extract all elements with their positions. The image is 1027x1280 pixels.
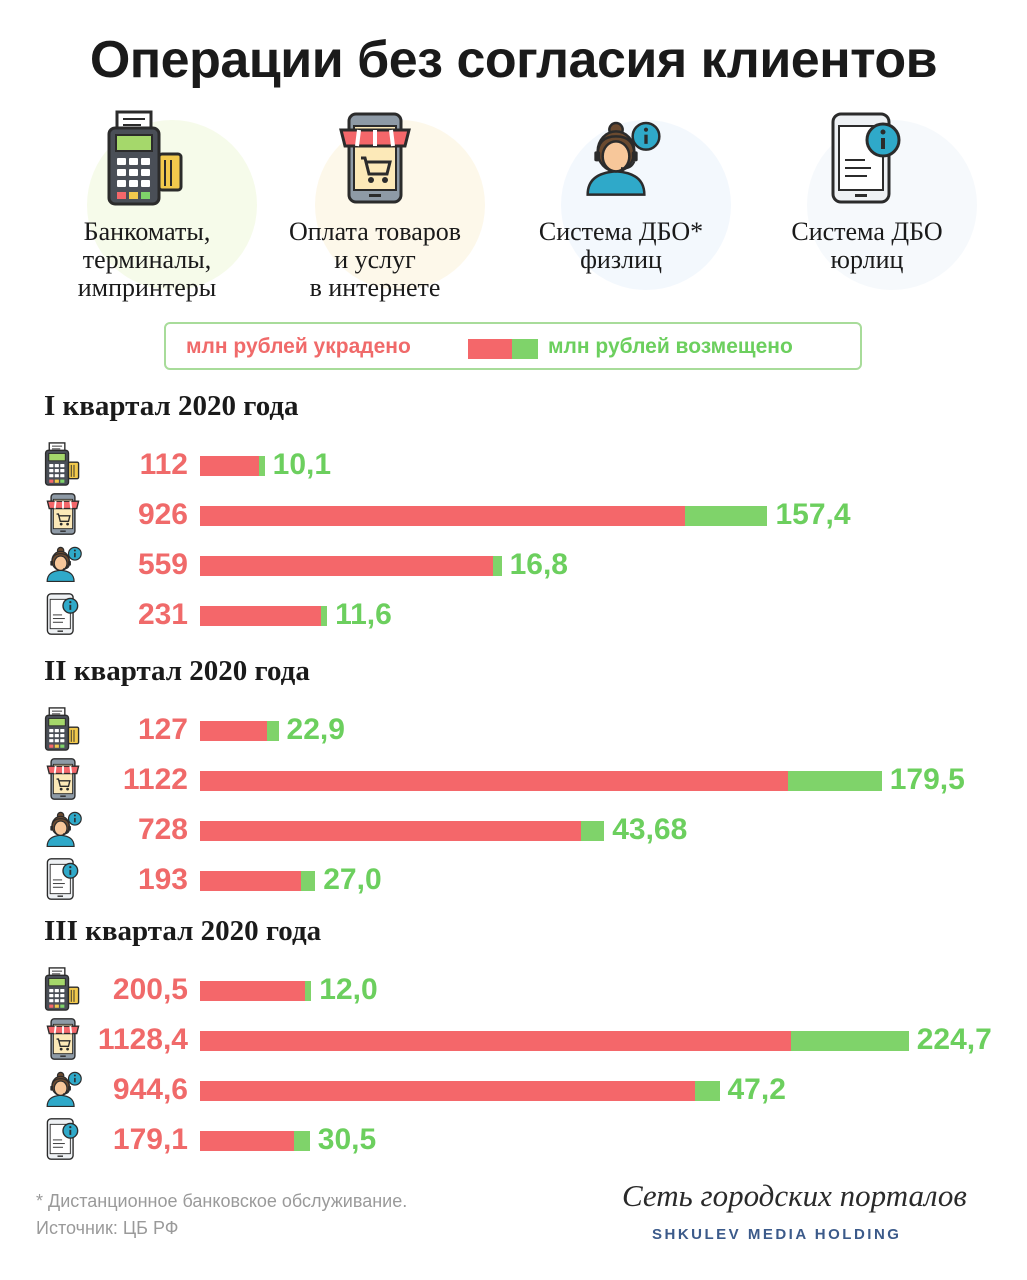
- stolen-bar: [200, 556, 493, 576]
- category-3: Система ДБО* физлиц: [506, 110, 736, 290]
- stolen-value-label: 200,5: [112, 973, 188, 1006]
- footnote-source: Источник: ЦБ РФ: [36, 1218, 179, 1238]
- page-title: Операции без согласия клиентов: [89, 31, 938, 89]
- footnote-definition: * Дистанционное банковское обслуживание.: [36, 1191, 408, 1211]
- stolen-bar: [200, 506, 686, 526]
- quarter-title: III квартал 2020 года: [44, 915, 322, 947]
- legend-refunded-label: млн рублей возмещено: [548, 335, 793, 358]
- stolen-bar: [200, 721, 267, 741]
- pos-terminal-icon: [44, 707, 82, 751]
- refunded-value-label: 11,6: [335, 598, 392, 631]
- stolen-value-label: 559: [137, 548, 188, 581]
- legend-stolen-label: млн рублей украдено: [186, 335, 411, 358]
- refunded-value-label: 43,68: [612, 813, 688, 846]
- stolen-value-label: 112: [139, 448, 188, 481]
- stolen-bar: [200, 1131, 294, 1151]
- stolen-value-label: 944,6: [112, 1073, 188, 1106]
- refunded-bar: [266, 721, 279, 741]
- legend: млн рублей украдено млн рублей возмещено: [164, 322, 862, 370]
- brand-name: Сеть городских порталов: [622, 1178, 967, 1213]
- refunded-value-label: 27,0: [323, 863, 382, 896]
- refunded-bar: [787, 771, 882, 791]
- stolen-bar: [200, 456, 259, 476]
- mobile-info-icon: [827, 110, 907, 206]
- stolen-bar: [200, 821, 582, 841]
- stolen-bar: [200, 1031, 792, 1051]
- support-operator-icon: [44, 542, 82, 586]
- pos-terminal-icon: [107, 110, 187, 206]
- refunded-bar: [305, 981, 312, 1001]
- stolen-value-label: 926: [137, 498, 188, 531]
- legend-stolen-swatch: [468, 339, 512, 359]
- refunded-value-label: 179,5: [889, 763, 965, 796]
- support-operator-icon: [44, 807, 82, 851]
- refunded-bar: [694, 1081, 720, 1101]
- refunded-value-label: 12,0: [319, 973, 378, 1006]
- category-2: Оплата товаров и услуг в интернете: [260, 110, 490, 302]
- category-1: Банкоматы, терминалы, импринтеры: [32, 110, 262, 302]
- refunded-value-label: 47,2: [727, 1073, 786, 1106]
- stolen-value-label: 728: [137, 813, 188, 846]
- refunded-bar: [301, 871, 316, 891]
- online-shop-phone-icon: [44, 1017, 82, 1061]
- support-operator-icon: [44, 1067, 82, 1111]
- category-4: Система ДБО юрлиц: [752, 110, 982, 290]
- mobile-info-icon: [44, 857, 82, 901]
- stolen-value-label: 231: [137, 598, 188, 631]
- refunded-bar: [581, 821, 605, 841]
- stolen-value-label: 1122: [122, 763, 188, 796]
- refunded-value-label: 22,9: [286, 713, 345, 746]
- mobile-info-icon: [44, 1117, 82, 1161]
- stolen-value-label: 127: [137, 713, 188, 746]
- refunded-value-label: 30,5: [317, 1123, 377, 1156]
- pos-terminal-icon: [44, 967, 82, 1011]
- category-label: Оплата товаров и услуг в интернете: [288, 217, 462, 302]
- refunded-bar: [791, 1031, 909, 1051]
- refunded-bar: [293, 1131, 310, 1151]
- stolen-bar: [200, 871, 302, 891]
- refunded-bar: [258, 456, 265, 476]
- footnote: * Дистанционное банковское обслуживание.…: [36, 1188, 407, 1242]
- quarter-title: II квартал 2020 года: [44, 655, 310, 687]
- category-label: Банкоматы, терминалы, импринтеры: [77, 217, 217, 302]
- support-operator-icon: [581, 110, 661, 206]
- category-label: Система ДБО* физлиц: [538, 217, 704, 274]
- refunded-value-label: 224,7: [916, 1023, 992, 1056]
- stolen-bar: [200, 1081, 695, 1101]
- stolen-bar: [200, 771, 788, 791]
- refunded-bar: [685, 506, 768, 526]
- refunded-bar: [320, 606, 328, 626]
- stolen-bar: [200, 981, 306, 1001]
- stolen-bar: [200, 606, 321, 626]
- refunded-value-label: 157,4: [775, 498, 851, 531]
- category-label: Система ДБО юрлиц: [791, 217, 943, 274]
- quarter-title: I квартал 2020 года: [44, 390, 299, 422]
- stolen-value-label: 193: [137, 863, 188, 896]
- pos-terminal-icon: [44, 442, 82, 486]
- online-shop-phone-icon: [335, 110, 415, 206]
- online-shop-phone-icon: [44, 492, 82, 536]
- mobile-info-icon: [44, 592, 82, 636]
- refunded-value-label: 16,8: [509, 548, 568, 581]
- stolen-value-label: 1128,4: [97, 1023, 188, 1056]
- brand-holding: SHKULEV MEDIA HOLDING: [652, 1226, 902, 1243]
- stolen-value-label: 179,1: [112, 1123, 188, 1156]
- legend-refunded-swatch: [512, 339, 538, 359]
- refunded-bar: [492, 556, 502, 576]
- refunded-value-label: 10,1: [272, 448, 332, 481]
- online-shop-phone-icon: [44, 757, 82, 801]
